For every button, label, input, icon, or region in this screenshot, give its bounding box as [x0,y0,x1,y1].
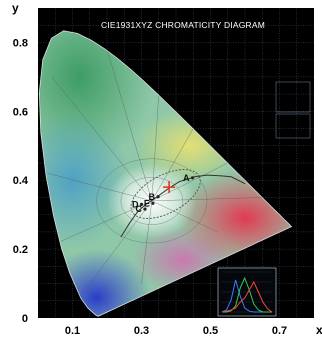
region-boundary-ring [96,158,208,244]
x-tick-0.7: 0.7 [272,325,287,337]
region-boundary-ring [120,176,184,225]
point-label-C: C [135,204,142,214]
spectrum-inset [217,267,277,317]
x-tick-labels: 0.1 0.3 0.5 0.7 [65,325,287,337]
x-tick-0.1: 0.1 [65,325,80,337]
note-box-1 [275,81,311,113]
inset-series-2 [222,276,272,313]
spectral-locus-outline [38,30,293,317]
planckian-locus [120,174,246,238]
point-C [143,207,147,211]
y-axis-label: y [12,1,19,15]
side-notes [275,81,311,139]
point-E [151,201,155,205]
x-tick-0.3: 0.3 [134,325,149,337]
note-box-2 [275,113,311,139]
y-tick-labels: 0 0.2 0.4 0.6 0.8 [13,37,29,325]
marks: A BCD E [132,173,195,214]
region-boundary-line [151,162,228,202]
y-tick-0: 0 [22,313,28,325]
region-boundary-line [141,200,153,284]
point-D [139,202,144,206]
region-boundary-line [151,94,159,201]
x-axis-label: x [316,323,322,337]
region-boundary-line [51,76,153,202]
inset-series-3 [221,280,273,313]
point-B [156,195,160,199]
region-boundary-line [151,200,218,233]
y-tick-0.8: 0.8 [13,37,28,49]
chart-title: CIE1931XYZ CHROMATICITY DIAGRAM [101,20,265,30]
point-label-D: D [132,199,139,209]
cyan-region [39,111,132,250]
point-label-E: E [144,198,150,208]
region-boundary-line [48,173,152,202]
region-boundary-line [58,200,152,243]
axes: y x 0.1 0.3 0.5 0.7 0 0.2 0.4 0.6 0.8 [12,1,322,337]
y-tick-0.6: 0.6 [13,106,28,118]
region-boundary-line [151,128,194,202]
region-boundary-line [79,200,153,298]
point-A [190,176,195,180]
region-boundary-lines [48,49,263,298]
point-label-B: B [149,192,156,202]
y-tick-0.4: 0.4 [13,175,29,187]
x-tick-0.5: 0.5 [203,325,218,337]
region-boundary-line [106,49,153,201]
y-tick-0.2: 0.2 [13,244,28,256]
point-label-A: A [183,173,190,183]
